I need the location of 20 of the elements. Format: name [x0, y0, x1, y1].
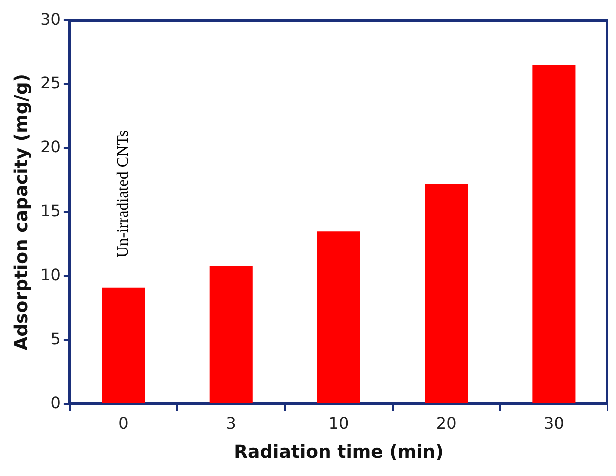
x-tick-label: 3	[226, 414, 236, 433]
y-tick-label: 5	[50, 329, 61, 348]
bar	[102, 288, 146, 404]
y-tick-label: 0	[50, 393, 61, 412]
annotation: Un-irradiated CNTs	[114, 130, 132, 258]
y-axis-title: Adsorption capacity (mg/g)	[11, 74, 32, 351]
bar	[425, 184, 468, 404]
y-tick-label: 10	[40, 265, 61, 284]
y-tick-label: 25	[40, 74, 61, 93]
x-axis-title: Radiation time (min)	[234, 442, 444, 463]
y-tick-label: 30	[40, 10, 61, 29]
y-tick-label: 15	[40, 202, 61, 221]
bar	[532, 65, 576, 404]
y-tick-label: 20	[40, 138, 61, 157]
x-tick-label: 10	[328, 414, 350, 433]
bar	[317, 232, 360, 404]
x-tick-label: 20	[436, 414, 457, 433]
x-tick-label: 30	[544, 414, 564, 433]
x-tick-label: 0	[118, 414, 129, 433]
bar	[210, 266, 253, 404]
